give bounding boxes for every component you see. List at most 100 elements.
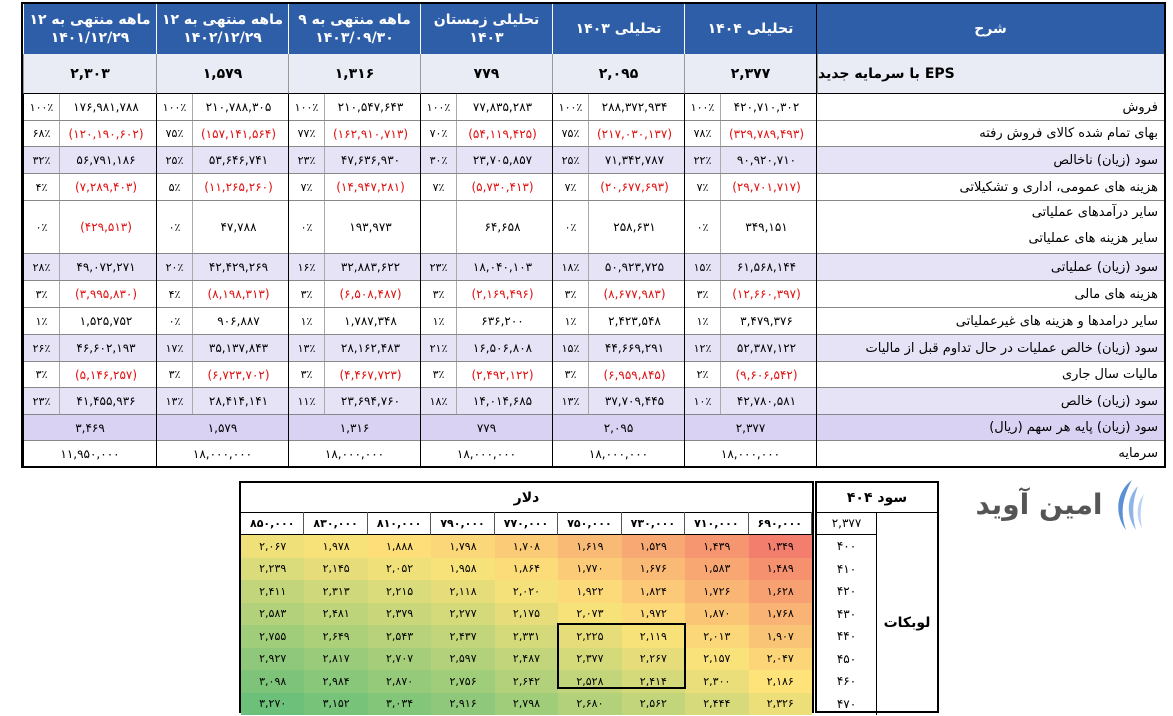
description-row: سود (زیان) عملیاتی [817,254,1164,281]
percent-cell: ۷٪ [553,174,589,200]
grid-cell: ۱,۹۵۸ [431,557,495,580]
value-cell: ۲۵۸,۶۳۱ [613,220,656,234]
grid-row-header: ۴۵۰ [817,647,877,670]
table-row: ۱۳٪ ۲۸,۴۱۴,۱۴۱ [157,388,288,415]
table-row: ۱٪ ۶۳۶,۲۰۰ [421,308,552,335]
value-cell: ۶۴,۶۵۸ [484,220,521,234]
grid-cell: ۲,۴۸۷ [494,647,559,670]
grid-cell: ۱,۸۲۴ [621,580,686,603]
capital-value: ۱۸,۰۰۰,۰۰۰ [324,446,385,461]
table-row: ۷٪ (۲۹,۷۰۱,۷۱۷) [685,174,816,201]
percent-cell: ۱٪ [421,308,457,334]
value-cell: ۲۳,۷۰۵,۸۵۷ [472,153,533,167]
period-column: ۹ ماهه منتهی به ۱۴۰۳/۰۹/۳۰ ۱,۳۱۶ ۱۰۰٪ ۲۱۰,۵… [288,4,420,466]
eps-base-row: ۷۷۹ [421,415,552,441]
grid-cell: ۱,۴۸۹ [748,557,812,580]
value-cell: ۴۷,۷۸۸ [220,220,257,234]
value-cell: ۱۴,۰۱۴,۶۸۵ [472,394,533,408]
grid-cell: ۱,۸۷۰ [685,602,749,625]
table-row: ۱۰٪ ۴۲,۷۸۰,۵۸۱ [685,388,816,415]
capital-row: ۱۸,۰۰۰,۰۰۰ [289,441,420,466]
eps-new-capital-value: ۱,۳۱۶ [288,54,420,94]
percent-cell: ۱۰۰٪ [553,94,589,120]
grid-cell: ۱,۶۷۶ [621,557,686,580]
percent-cell: ۲٪ [685,362,721,387]
period-header: ۹ ماهه منتهی به ۱۴۰۳/۰۹/۳۰ [288,4,420,54]
value-cell: ۱۸,۰۴۰,۱۰۳ [472,260,533,274]
logo-mark-icon [1118,480,1144,530]
table-row: ۰٪ ۳۴۹,۱۵۱ [685,201,816,254]
grid-title: دلار [241,483,812,513]
capital-value: ۱۸,۰۰۰,۰۰۰ [588,446,649,461]
period-body: ۱۰۰٪ ۲۱۰,۷۸۸,۳۰۵ ۷۵٪ (۱۵۷,۱۴۱,۵۶۴) ۲۵٪ ۵۳,۶۴۶… [156,94,288,466]
percent-cell: ۱۵٪ [685,254,721,280]
value-cell: ۵۳,۶۴۶,۷۴۱ [208,153,269,167]
eps-base-label-row: سود (زیان) پایه هر سهم (ریال) [817,415,1164,441]
table-row: ۲۶٪ ۴۶,۶۰۲,۱۹۳ [24,335,156,362]
grid-cell: ۱,۳۴۹ [748,535,812,558]
description-row: بهای تمام شده کالای فروش رفته [817,121,1164,147]
value-cell: (۵۴,۱۱۹,۴۲۵) [468,126,537,141]
row-label: سود (زیان) عملیاتی [1050,259,1158,275]
table-row: ۳۲٪ ۵۶,۷۹۱,۱۸۶ [24,147,156,174]
description-row: سود (زیان) خالص [817,388,1164,415]
grid-col-header: ۷۱۰,۰۰۰ [685,512,749,535]
description-header: شرح [817,4,1164,54]
period-header: تحلیلی زمستان ۱۴۰۳ [420,4,552,54]
percent-cell: ۲۸٪ [24,254,60,280]
row-label-2: سایر هزینه های عملیاتی [1028,231,1159,246]
grid-cell: ۲,۵۹۷ [431,647,495,670]
value-cell: ۹۰۶,۸۸۷ [217,314,260,328]
value-cell: ۶۳۶,۲۰۰ [481,314,524,328]
eps-base-label: سود (زیان) پایه هر سهم (ریال) [989,420,1158,435]
table-row: ۲٪ (۹,۶۰۶,۵۴۲) [685,362,816,388]
table-row: ۶۸٪ (۱۲۰,۱۹۰,۶۰۲) [24,121,156,147]
table-row: ۳٪ (۱۲,۶۶۰,۳۹۷) [685,281,816,308]
table-row: ۲۰٪ ۴۲,۴۲۹,۲۶۹ [157,254,288,281]
percent-cell: ۲۵٪ [157,147,193,173]
table-row: ۳٪ (۸,۶۷۷,۹۸۳) [553,281,684,308]
grid-cell: ۲,۵۲۸ [558,670,622,693]
grid-col-header: ۷۹۰,۰۰۰ [431,512,495,535]
value-cell: (۴۲۹,۵۱۳) [80,220,132,234]
value-cell: ۵۲,۳۸۷,۱۲۲ [736,341,797,355]
grid-row-header: ۴۴۰ [817,625,877,648]
value-cell: (۲,۴۹۲,۱۲۲) [471,367,534,382]
capital-row: ۱۸,۰۰۰,۰۰۰ [421,441,552,466]
eps-base-value: ۳,۴۶۹ [75,420,105,435]
eps-base-value: ۱,۳۱۶ [339,420,370,435]
percent-cell: ۳٪ [421,362,457,387]
value-cell: ۳۲,۸۸۳,۶۲۲ [340,260,401,274]
table-row: ۳٪ (۴,۴۶۷,۷۲۳) [289,362,420,388]
row-label: سود (زیان) خالص عملیات در حال تداوم قبل … [865,340,1159,356]
corner-value: ۲,۳۷۷ [817,512,877,535]
table-row: ۳٪ (۶,۹۵۹,۸۴۵) [553,362,684,388]
percent-cell: ۱۰٪ [685,388,721,414]
percent-cell: ۱۵٪ [553,335,589,361]
value-cell: (۶,۵۰۸,۴۸۷) [339,287,402,301]
value-cell: (۶,۹۵۹,۸۴۵) [603,367,666,382]
percent-cell: ۱۸٪ [421,388,457,414]
grid-cell: ۲,۹۱۶ [431,692,495,715]
value-cell: ۴۶,۶۰۲,۱۹۳ [76,341,136,355]
percent-cell: ۴٪ [157,281,193,307]
grid-col-header: ۸۱۰,۰۰۰ [367,512,432,535]
grid-cell: ۲,۳۷۹ [367,602,432,625]
grid-cell: ۱,۷۶۸ [748,602,812,625]
table-row: ۱۸٪ ۵۰,۹۲۳,۷۲۵ [553,254,684,281]
value-cell: ۵۰,۹۲۳,۷۲۵ [604,260,665,274]
period-column: تحلیلی ۱۴۰۴ ۲,۳۷۷ ۱۰۰٪ ۴۲۰,۷۱۰,۳۰۲ ۷۸٪ (۳۲۹,۷… [684,4,816,466]
grid-cell: ۲,۴۸۱ [304,602,368,625]
value-cell: (۹,۶۰۶,۵۴۲) [735,367,798,382]
grid-cell: ۲,۱۷۵ [494,602,559,625]
value-cell: ۳۴۹,۱۵۱ [745,220,788,234]
table-row: ۱۰۰٪ ۱۷۶,۹۸۱,۷۸۸ [24,94,156,121]
table-row: ۱٪ ۱,۵۲۵,۷۵۲ [24,308,156,335]
percent-cell: ۳٪ [24,362,60,387]
grid-cell: ۲,۰۴۷ [748,647,812,670]
value-cell: (۳,۹۹۵,۸۳۰) [74,287,138,301]
capital-row: ۱۱,۹۵۰,۰۰۰ [24,441,156,466]
grid-cell: ۱,۹۲۲ [558,580,622,603]
grid-cell: ۲,۷۵۵ [241,625,305,648]
eps-base-value: ۲,۰۹۵ [603,420,634,435]
